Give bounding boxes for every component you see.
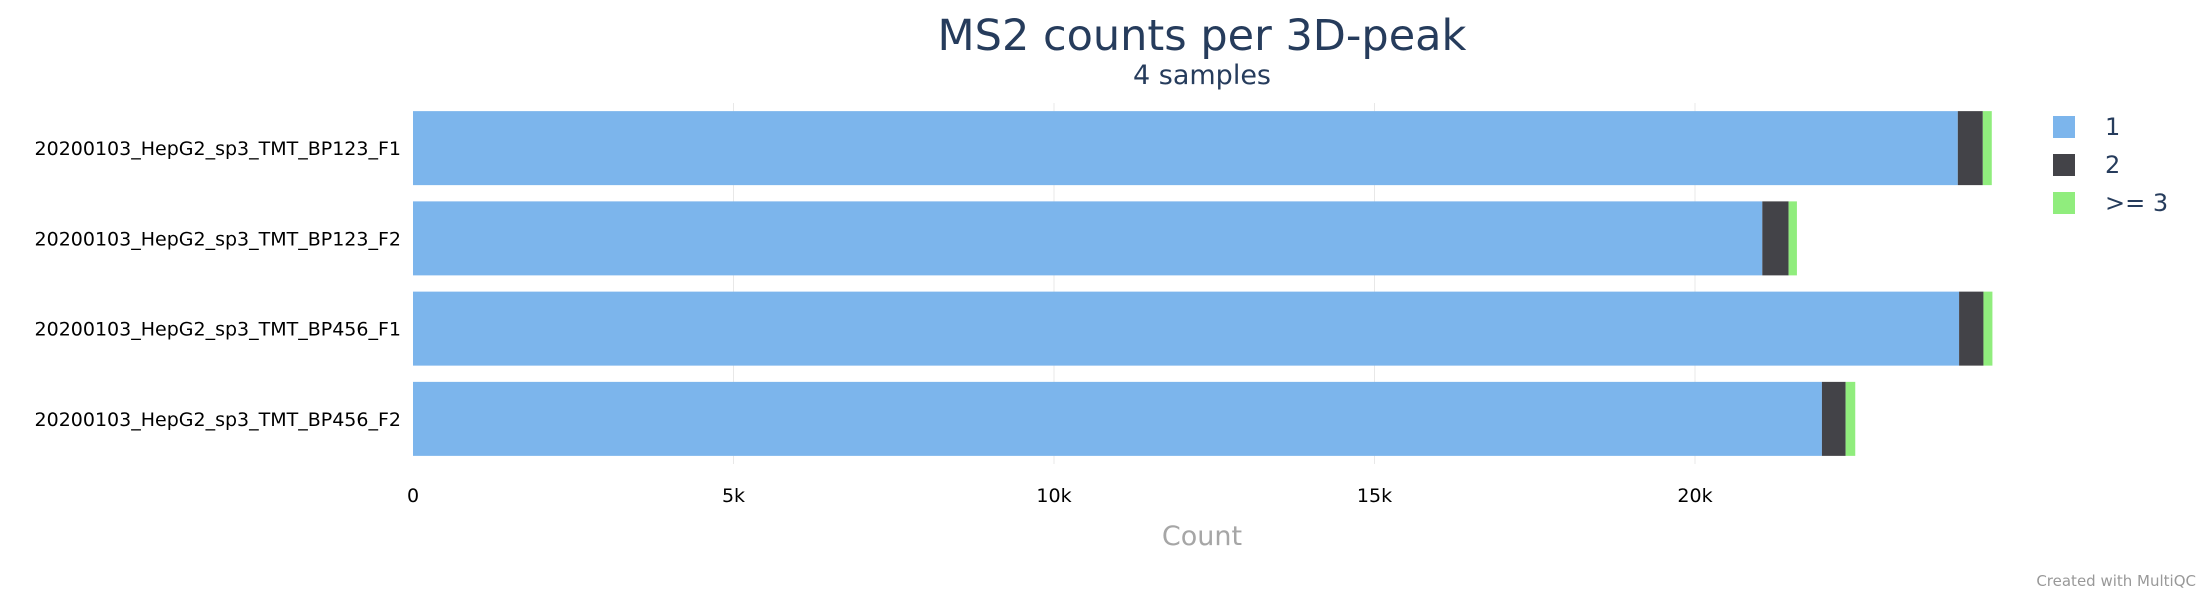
legend-label: 1 — [2105, 113, 2120, 141]
bar-segment-2-row-1[interactable] — [1957, 111, 1983, 186]
bar-segment-1-row-4[interactable] — [413, 381, 1822, 456]
bar-segment-2-row-2[interactable] — [1762, 201, 1789, 276]
bar-segment-1-row-2[interactable] — [413, 201, 1763, 276]
x-tick-label: 5k — [722, 485, 745, 507]
bars — [413, 111, 1993, 456]
x-tick-label: 0 — [407, 485, 419, 507]
legend-label: 2 — [2105, 151, 2120, 179]
bar-segment-1-row-1[interactable] — [413, 111, 1958, 186]
chart-title: MS2 counts per 3D-peak — [938, 11, 1467, 61]
category-label: 20200103_HepG2_sp3_TMT_BP123_F2 — [35, 228, 401, 250]
legend-swatch — [2053, 154, 2075, 176]
bar-segment-3-row-3[interactable] — [1983, 291, 1993, 366]
x-tick-label: 15k — [1357, 485, 1392, 507]
legend[interactable]: 1 2 >= 3 — [2053, 113, 2168, 217]
bar-segment-2-row-4[interactable] — [1821, 381, 1846, 456]
legend-swatch — [2053, 192, 2075, 214]
bar-segment-3-row-1[interactable] — [1982, 111, 1992, 186]
category-label: 20200103_HepG2_sp3_TMT_BP456_F2 — [35, 409, 401, 431]
x-axis-title: Count — [1162, 521, 1242, 552]
category-label: 20200103_HepG2_sp3_TMT_BP456_F1 — [35, 319, 401, 341]
legend-item[interactable]: >= 3 — [2053, 189, 2168, 217]
credit-text[interactable]: Created with MultiQC — [2036, 572, 2196, 590]
bar-segment-2-row-3[interactable] — [1959, 291, 1984, 366]
legend-swatch — [2053, 116, 2075, 138]
legend-item[interactable]: 2 — [2053, 151, 2120, 179]
x-tick-labels: 0 5k 10k 15k 20k — [407, 485, 1713, 507]
bar-segment-3-row-4[interactable] — [1845, 381, 1856, 456]
x-tick-label: 20k — [1677, 485, 1712, 507]
chart-subtitle: 4 samples — [1133, 60, 1271, 91]
category-label: 20200103_HepG2_sp3_TMT_BP123_F1 — [35, 138, 401, 160]
bar-segment-3-row-2[interactable] — [1788, 201, 1797, 276]
bar-segment-1-row-3[interactable] — [413, 291, 1960, 366]
legend-item[interactable]: 1 — [2053, 113, 2120, 141]
legend-label: >= 3 — [2105, 189, 2168, 217]
x-tick-label: 10k — [1036, 485, 1071, 507]
category-labels: 20200103_HepG2_sp3_TMT_BP123_F1 20200103_… — [35, 138, 401, 431]
